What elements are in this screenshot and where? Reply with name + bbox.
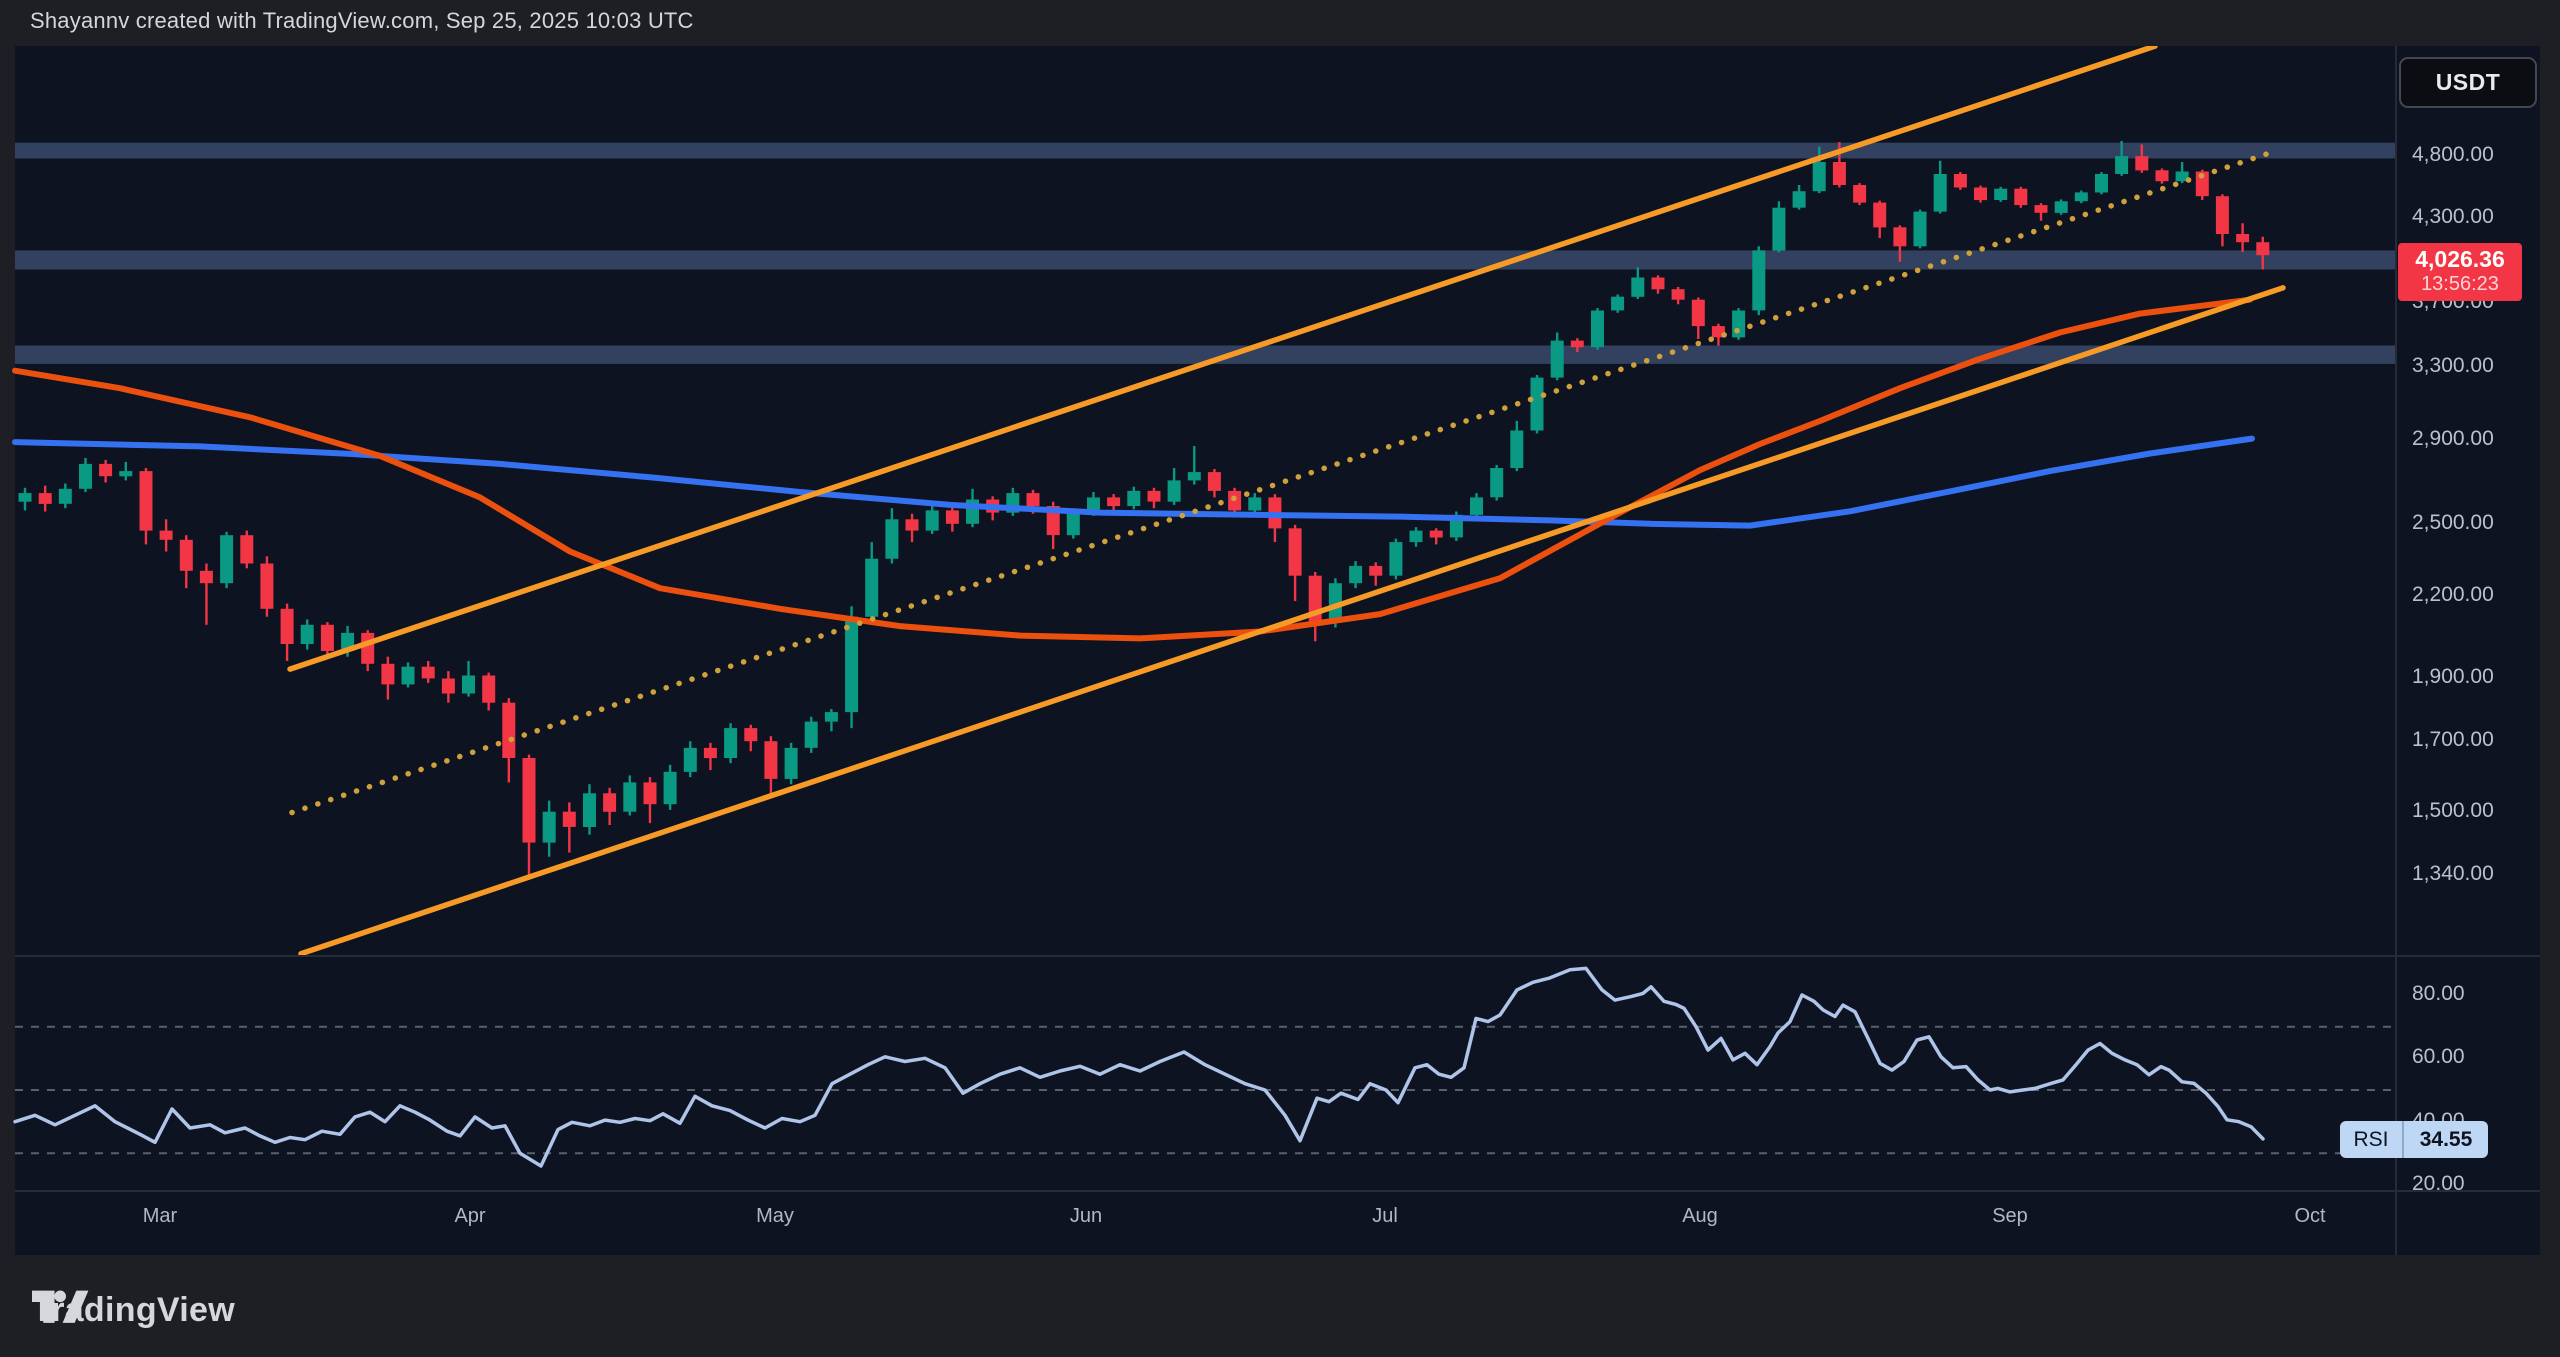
month-label-may: May — [756, 1205, 794, 1227]
rsi-badge-label: RSI — [2340, 1121, 2404, 1158]
month-label-aug: Aug — [1682, 1205, 1718, 1227]
zone-resistance-4800 — [15, 142, 2395, 159]
month-label-oct: Oct — [2294, 1205, 2326, 1227]
bar-countdown: 13:56:23 — [2421, 273, 2499, 296]
footer-bar — [0, 1255, 2560, 1357]
rsi-tick-20: 20.00 — [2412, 1172, 2465, 1195]
price-tick-1900: 1,900.00 — [2412, 665, 2494, 689]
zone-support-4000 — [15, 250, 2395, 270]
rsi-tick-80: 80.00 — [2412, 982, 2465, 1005]
last-price-badge: 4,026.36 13:56:23 — [2398, 243, 2522, 301]
rsi-tick-60: 60.00 — [2412, 1045, 2465, 1069]
tradingview-logo-icon — [32, 1290, 89, 1323]
price-tick-1500: 1,500.00 — [2412, 798, 2494, 822]
price-tick-4800: 4,800.00 — [2412, 143, 2494, 167]
rsi-value-badge: RSI 34.55 — [2340, 1121, 2488, 1158]
price-tick-4300: 4,300.00 — [2412, 205, 2494, 229]
channel-midline-dotted[interactable] — [289, 148, 2278, 816]
channel-lower-trendline[interactable] — [298, 285, 2286, 955]
zone-support-3300 — [15, 345, 2395, 364]
last-price-value: 4,026.36 — [2415, 246, 2505, 272]
rsi-badge-value: 34.55 — [2404, 1121, 2488, 1158]
pane-divider-rsi-time — [15, 1190, 2540, 1192]
rsi-pane-canvas[interactable] — [0, 958, 2395, 1190]
symbol-badge[interactable]: USDT — [2399, 57, 2537, 108]
price-tick-2200: 2,200.00 — [2412, 582, 2494, 606]
tradingview-logo[interactable]: TradingView — [32, 1284, 332, 1336]
price-pane-canvas[interactable] — [0, 46, 2395, 955]
rsi-line — [13, 966, 2265, 1168]
symbol-badge-label: USDT — [2435, 69, 2501, 95]
chart-background — [15, 46, 2540, 1255]
channel-upper-trendline[interactable] — [287, 46, 2158, 672]
pane-divider-price-rsi[interactable] — [15, 955, 2540, 957]
month-label-mar: Mar — [142, 1205, 178, 1227]
month-label-jul: Jul — [1372, 1205, 1398, 1227]
price-tick-2500: 2,500.00 — [2412, 510, 2494, 534]
month-label-sep: Sep — [1992, 1205, 2028, 1227]
month-label-apr: Apr — [454, 1205, 486, 1227]
price-tick-1700: 1,700.00 — [2412, 728, 2494, 752]
price-tick-1340: 1,340.00 — [2412, 862, 2494, 886]
chart-attribution-title: Shayannv created with TradingView.com, S… — [30, 8, 694, 33]
price-tick-2900: 2,900.00 — [2412, 427, 2494, 451]
price-axis-divider[interactable] — [2395, 46, 2397, 1255]
ma-blue-line — [12, 435, 2255, 529]
title-bar: Shayannv created with TradingView.com, S… — [0, 0, 2560, 46]
month-label-jun: Jun — [1069, 1205, 1103, 1227]
price-tick-3300: 3,300.00 — [2412, 354, 2494, 378]
